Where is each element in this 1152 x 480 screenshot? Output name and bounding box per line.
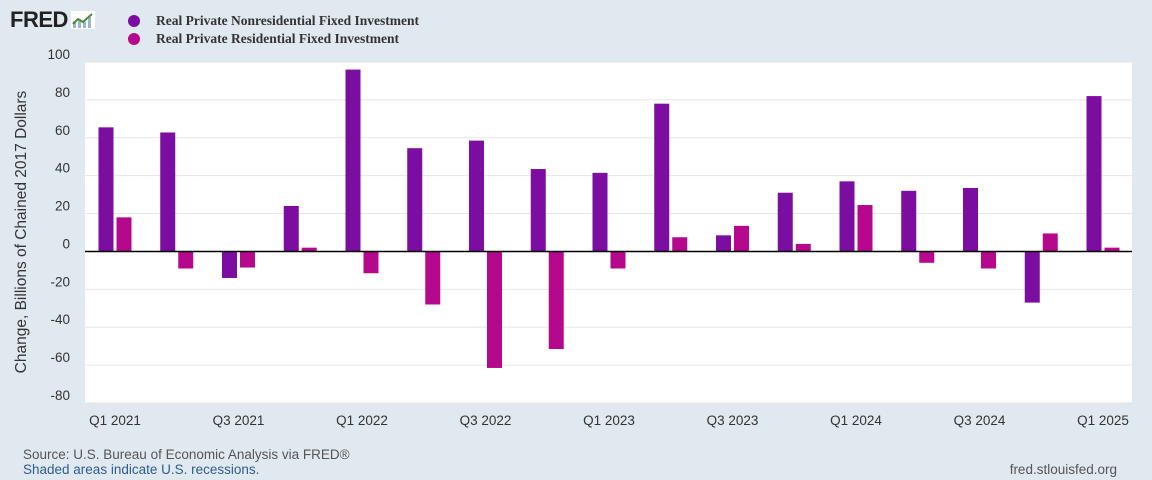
chart-area: 100 80 60 40 20 0 -20 -40 -60 -80 Q1 2021 Q3 2021 Q… — [47, 47, 1132, 428]
fred-logo-text: FRED — [10, 7, 68, 32]
y-tick-label: -40 — [50, 312, 70, 327]
legend-marker-nonresidential — [128, 15, 140, 27]
bar-nonresidential[interactable] — [901, 190, 917, 252]
y-tick-label: -60 — [50, 350, 70, 365]
x-tick-label: Q3 2021 — [213, 413, 265, 428]
bar-nonresidential[interactable] — [716, 235, 731, 252]
x-tick-label: Q3 2022 — [460, 413, 512, 428]
bar-residential[interactable] — [919, 251, 935, 263]
bar-nonresidential[interactable] — [160, 132, 176, 252]
y-tick-label: -80 — [50, 388, 70, 403]
bar-residential[interactable] — [487, 251, 502, 368]
bar-residential[interactable] — [981, 251, 996, 269]
bar-residential[interactable] — [1042, 233, 1058, 252]
bar-residential[interactable] — [1104, 247, 1120, 252]
bar-nonresidential[interactable] — [1024, 251, 1040, 303]
legend-item-residential[interactable]: Real Private Residential Fixed Investmen… — [128, 30, 419, 48]
bar-residential[interactable] — [240, 251, 255, 268]
x-tick-label: Q3 2024 — [954, 413, 1006, 428]
bar-residential[interactable] — [548, 251, 564, 350]
bar-nonresidential[interactable] — [345, 69, 361, 252]
y-tick-label: 40 — [55, 161, 70, 176]
bar-nonresidential[interactable] — [283, 205, 299, 252]
bar-nonresidential[interactable] — [530, 169, 546, 252]
bar-residential[interactable] — [857, 205, 873, 252]
y-tick-label: 80 — [55, 85, 70, 100]
bar-residential[interactable] — [610, 251, 626, 269]
x-tick-label: Q1 2024 — [830, 413, 882, 428]
bar-residential[interactable] — [116, 217, 132, 252]
y-tick-label: 100 — [47, 47, 70, 62]
trend-chart-icon — [70, 11, 95, 29]
x-tick-label: Q1 2022 — [336, 413, 388, 428]
chart-legend: Real Private Nonresidential Fixed Invest… — [128, 12, 419, 48]
recession-note[interactable]: Shaded areas indicate U.S. recessions. — [23, 462, 260, 477]
legend-item-nonresidential[interactable]: Real Private Nonresidential Fixed Invest… — [128, 12, 419, 30]
y-tick-label: 60 — [55, 123, 70, 138]
bar-nonresidential[interactable] — [839, 181, 855, 252]
x-tick-label: Q3 2023 — [707, 413, 759, 428]
bar-residential[interactable] — [734, 225, 749, 252]
source-note: Source: U.S. Bureau of Economic Analysis… — [23, 447, 350, 462]
bar-nonresidential[interactable] — [222, 251, 237, 278]
x-tick-label: Q1 2023 — [583, 413, 635, 428]
bar-nonresidential[interactable] — [777, 192, 793, 252]
bar-residential[interactable] — [301, 247, 317, 252]
bar-nonresidential[interactable] — [963, 187, 978, 252]
bar-nonresidential[interactable] — [98, 127, 114, 252]
y-tick-label: -20 — [50, 274, 70, 289]
fred-logo[interactable]: FRED — [10, 8, 95, 32]
x-tick-label: Q1 2025 — [1077, 413, 1129, 428]
bar-residential[interactable] — [178, 251, 194, 269]
y-tick-label: 20 — [55, 199, 70, 214]
bar-nonresidential[interactable] — [1086, 96, 1102, 252]
bar-nonresidential[interactable] — [407, 148, 423, 252]
bar-nonresidential[interactable] — [469, 140, 484, 252]
bar-residential[interactable] — [795, 243, 811, 252]
bar-nonresidential[interactable] — [592, 172, 608, 252]
legend-label-nonresidential: Real Private Nonresidential Fixed Invest… — [156, 13, 419, 28]
fred-url-link[interactable]: fred.stlouisfed.org — [1009, 462, 1117, 477]
bar-residential[interactable] — [425, 251, 441, 305]
y-tick-label: 0 — [62, 236, 70, 251]
bar-residential[interactable] — [363, 251, 379, 274]
bar-residential[interactable] — [672, 237, 688, 252]
plot-background — [85, 62, 1132, 403]
bar-nonresidential[interactable] — [654, 103, 670, 252]
x-tick-label: Q1 2021 — [89, 413, 141, 428]
legend-label-residential: Real Private Residential Fixed Investmen… — [156, 31, 399, 46]
legend-marker-residential — [128, 33, 140, 45]
